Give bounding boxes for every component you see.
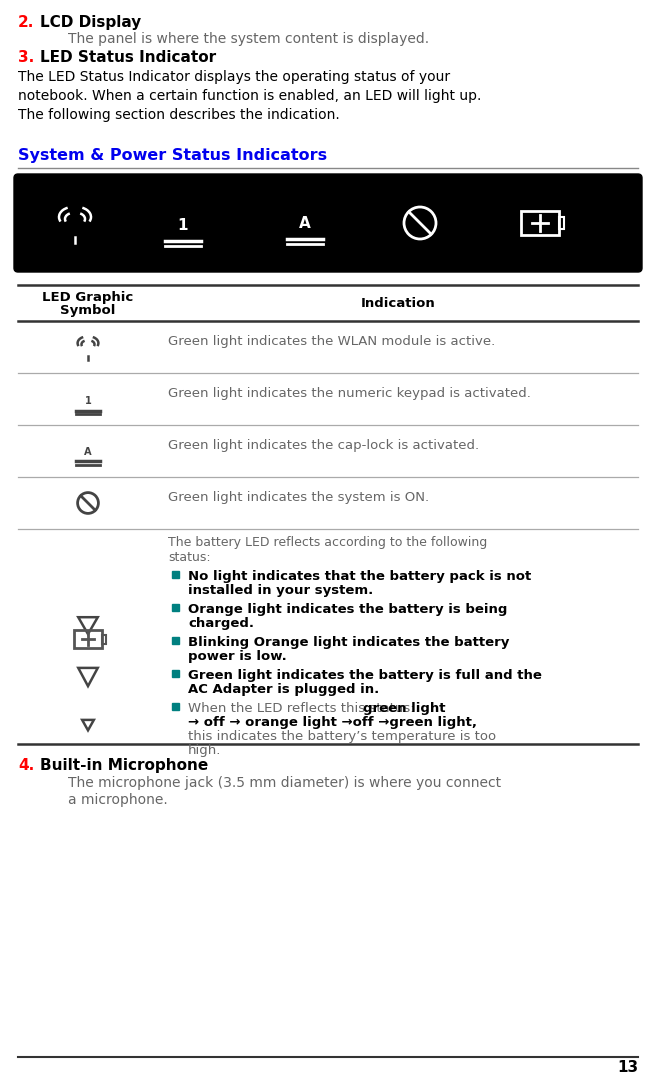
Text: Green light indicates the cap-lock is activated.: Green light indicates the cap-lock is ac…	[168, 439, 479, 453]
Text: charged.: charged.	[188, 617, 254, 631]
Text: System & Power Status Indicators: System & Power Status Indicators	[18, 148, 327, 162]
Bar	[102, 635, 106, 643]
Text: → off → orange light →off →green light,: → off → orange light →off →green light,	[188, 716, 477, 730]
Text: A: A	[299, 216, 311, 231]
Text: notebook. When a certain function is enabled, an LED will light up.: notebook. When a certain function is ena…	[18, 89, 482, 103]
Text: Orange light indicates the battery is being: Orange light indicates the battery is be…	[188, 603, 507, 615]
Bar	[559, 217, 564, 229]
Text: Indication: Indication	[361, 297, 436, 310]
Text: The microphone jack (3.5 mm diameter) is where you connect: The microphone jack (3.5 mm diameter) is…	[68, 776, 501, 790]
Text: 1: 1	[178, 218, 188, 233]
Text: The panel is where the system content is displayed.: The panel is where the system content is…	[68, 32, 429, 46]
Text: No light indicates that the battery pack is not: No light indicates that the battery pack…	[188, 570, 531, 583]
Bar	[521, 211, 559, 235]
Text: 1: 1	[85, 396, 91, 406]
Text: The LED Status Indicator displays the operating status of your: The LED Status Indicator displays the op…	[18, 70, 450, 84]
Bar	[172, 637, 179, 645]
Text: When the LED reflects this status:: When the LED reflects this status:	[188, 702, 419, 714]
Text: this indicates the battery’s temperature is too: this indicates the battery’s temperature…	[188, 730, 496, 744]
Text: Green light indicates the numeric keypad is activated.: Green light indicates the numeric keypad…	[168, 387, 531, 400]
Text: a microphone.: a microphone.	[68, 793, 168, 807]
Text: installed in your system.: installed in your system.	[188, 584, 373, 597]
Text: Symbol: Symbol	[60, 305, 115, 317]
FancyBboxPatch shape	[14, 174, 642, 272]
Text: green light: green light	[363, 702, 445, 714]
Text: AC Adapter is plugged in.: AC Adapter is plugged in.	[188, 683, 379, 696]
Text: The following section describes the indication.: The following section describes the indi…	[18, 108, 340, 122]
Text: status:: status:	[168, 551, 211, 564]
Text: 3.: 3.	[18, 49, 34, 65]
Text: 2.: 2.	[18, 15, 34, 30]
Text: LCD Display: LCD Display	[40, 15, 141, 30]
Text: The battery LED reflects according to the following: The battery LED reflects according to th…	[168, 536, 487, 549]
Text: high.: high.	[188, 744, 221, 758]
Bar	[73, 631, 102, 648]
Text: 13: 13	[617, 1060, 638, 1075]
Text: Green light indicates the system is ON.: Green light indicates the system is ON.	[168, 492, 429, 505]
Bar	[172, 571, 179, 578]
Text: 4.: 4.	[18, 758, 34, 773]
Bar	[172, 604, 179, 611]
Text: Blinking Orange light indicates the battery: Blinking Orange light indicates the batt…	[188, 636, 509, 649]
Text: Green light indicates the battery is full and the: Green light indicates the battery is ful…	[188, 669, 542, 682]
Text: Green light indicates the WLAN module is active.: Green light indicates the WLAN module is…	[168, 336, 495, 349]
Bar	[172, 703, 179, 710]
Text: A: A	[84, 447, 92, 456]
Text: Built-in Microphone: Built-in Microphone	[40, 758, 208, 773]
Text: LED Graphic: LED Graphic	[43, 291, 134, 305]
Bar	[172, 670, 179, 677]
Text: LED Status Indicator: LED Status Indicator	[40, 49, 216, 65]
Text: power is low.: power is low.	[188, 650, 287, 663]
